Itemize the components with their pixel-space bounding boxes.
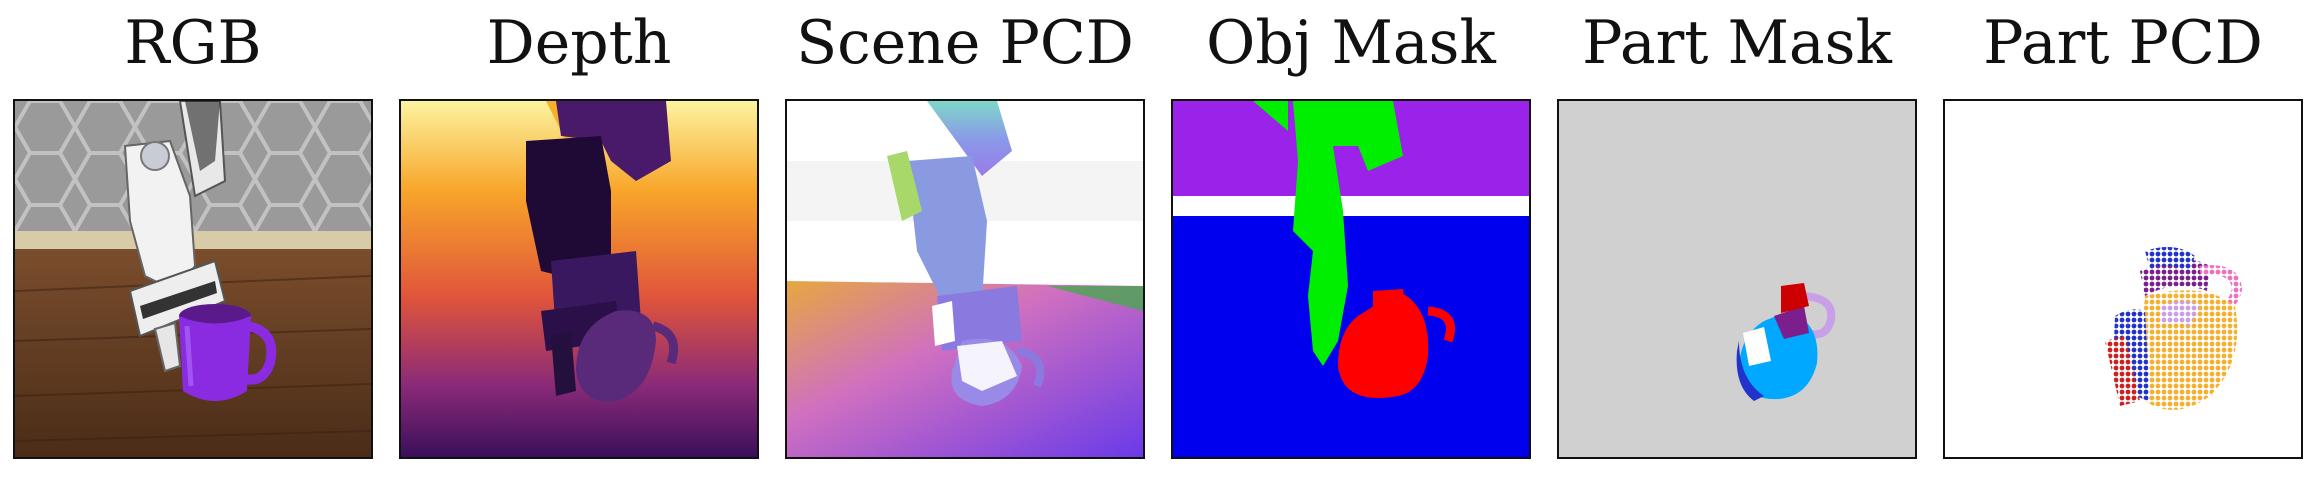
- panel-obj-mask: Obj Mask: [1171, 0, 1531, 481]
- panel-title: Part PCD: [1983, 8, 2263, 78]
- depth-image: [399, 99, 759, 459]
- panel-part-mask: Part Mask: [1557, 0, 1917, 481]
- scene-point-cloud: [787, 101, 1143, 457]
- part-pcd-image: [1943, 99, 2303, 459]
- panel-title: Scene PCD: [796, 8, 1134, 78]
- panel-title: Depth: [486, 8, 672, 78]
- scene-pcd-image: [785, 99, 1145, 459]
- panel-rgb: RGB: [13, 0, 373, 481]
- panel-depth: Depth: [399, 0, 759, 481]
- object-mask: [1173, 101, 1529, 457]
- rgb-image: [13, 99, 373, 459]
- panel-part-pcd: Part PCD: [1943, 0, 2303, 481]
- obj-mask-image: [1171, 99, 1531, 459]
- part-mask: [1559, 101, 1915, 457]
- panel-title: RGB: [124, 8, 262, 78]
- depth-map: [401, 101, 757, 457]
- panel-scene-pcd: Scene PCD: [785, 0, 1145, 481]
- panel-title: Part Mask: [1582, 8, 1892, 78]
- panel-title: Obj Mask: [1206, 8, 1496, 78]
- part-mask-image: [1557, 99, 1917, 459]
- rgb-scene: [15, 101, 371, 457]
- part-point-cloud: [1945, 101, 2301, 457]
